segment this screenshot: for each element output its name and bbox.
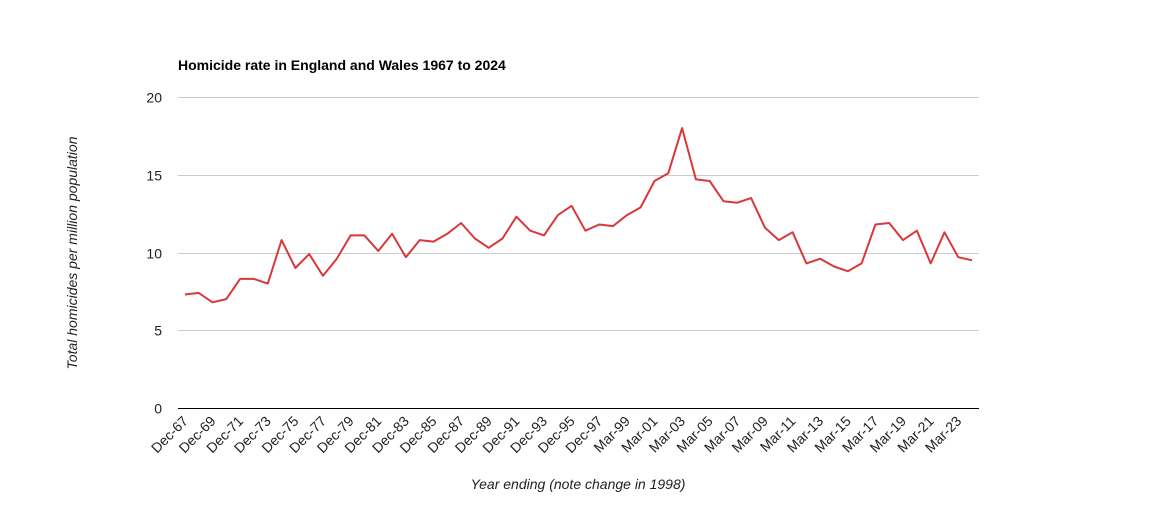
data-point xyxy=(445,231,450,236)
data-point xyxy=(652,179,657,184)
data-point xyxy=(914,228,919,233)
data-point xyxy=(279,238,284,243)
data-point xyxy=(845,269,850,274)
data-point xyxy=(735,200,740,205)
data-point xyxy=(611,224,616,229)
data-point xyxy=(514,214,519,219)
data-point xyxy=(804,261,809,266)
data-point xyxy=(887,221,892,226)
data-point xyxy=(459,221,464,226)
data-point xyxy=(307,252,312,257)
data-point xyxy=(196,290,201,295)
data-point xyxy=(265,281,270,286)
x-axis-ticks: Dec-67Dec-69Dec-71Dec-73Dec-75Dec-77Dec-… xyxy=(148,413,965,456)
data-point xyxy=(956,255,961,260)
data-point xyxy=(334,256,339,261)
data-point xyxy=(417,238,422,243)
data-point xyxy=(500,236,505,241)
data-point xyxy=(528,228,533,233)
data-point xyxy=(776,238,781,243)
data-point xyxy=(721,199,726,204)
data-point xyxy=(790,230,795,235)
data-point xyxy=(818,256,823,261)
x-axis-title: Year ending (note change in 1998) xyxy=(471,476,686,492)
data-point xyxy=(486,245,491,250)
y-tick-label: 15 xyxy=(146,168,162,184)
series-line xyxy=(184,127,973,304)
data-point xyxy=(403,255,408,260)
data-point xyxy=(238,276,243,281)
data-point xyxy=(928,261,933,266)
data-point xyxy=(873,222,878,227)
data-point xyxy=(859,261,864,266)
data-point xyxy=(362,233,367,238)
data-point xyxy=(472,236,477,241)
data-point xyxy=(569,203,574,208)
data-point xyxy=(321,273,326,278)
gridlines xyxy=(178,97,979,409)
data-point xyxy=(542,233,547,238)
y-axis-title: Total homicides per million population xyxy=(64,136,80,369)
data-point xyxy=(182,292,187,297)
data-point xyxy=(707,179,712,184)
data-point xyxy=(762,225,767,230)
data-point xyxy=(224,297,229,302)
data-point xyxy=(210,300,215,305)
data-point xyxy=(749,196,754,201)
data-point xyxy=(555,213,560,218)
data-point xyxy=(970,258,975,263)
chart-title: Homicide rate in England and Wales 1967 … xyxy=(178,57,506,73)
data-point xyxy=(832,264,837,269)
y-tick-label: 5 xyxy=(154,323,162,339)
data-point xyxy=(680,126,685,131)
data-point xyxy=(348,233,353,238)
data-point xyxy=(390,231,395,236)
y-tick-label: 0 xyxy=(154,401,162,417)
series-layer xyxy=(182,126,975,305)
data-point xyxy=(376,248,381,253)
data-point xyxy=(666,171,671,176)
y-tick-label: 20 xyxy=(146,90,162,106)
data-point xyxy=(431,239,436,244)
data-point xyxy=(624,213,629,218)
data-point xyxy=(901,238,906,243)
data-point xyxy=(583,228,588,233)
data-point xyxy=(597,222,602,227)
y-tick-label: 10 xyxy=(146,246,162,262)
data-point xyxy=(942,230,947,235)
data-point xyxy=(252,276,257,281)
data-point xyxy=(638,205,643,210)
data-point xyxy=(693,177,698,182)
data-point xyxy=(293,266,298,271)
y-axis-ticks: 0 5 10 15 20 xyxy=(146,90,162,417)
